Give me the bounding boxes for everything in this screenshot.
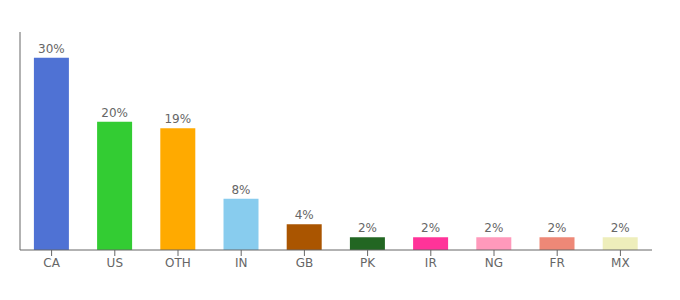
svg-text:2%: 2% [484,221,503,235]
svg-text:MX: MX [611,256,630,270]
svg-text:19%: 19% [164,112,191,126]
svg-text:4%: 4% [295,208,314,222]
svg-text:2%: 2% [547,221,566,235]
svg-text:CA: CA [43,256,60,270]
svg-text:IR: IR [425,256,437,270]
svg-text:2%: 2% [421,221,440,235]
svg-text:PK: PK [360,256,376,270]
svg-text:GB: GB [296,256,314,270]
svg-text:30%: 30% [38,42,65,56]
svg-text:8%: 8% [231,183,250,197]
svg-text:OTH: OTH [165,256,191,270]
svg-text:2%: 2% [611,221,630,235]
svg-text:2%: 2% [358,221,377,235]
svg-text:US: US [107,256,123,270]
svg-text:FR: FR [550,256,565,270]
svg-text:20%: 20% [101,106,128,120]
svg-text:NG: NG [485,256,503,270]
svg-text:IN: IN [235,256,248,270]
